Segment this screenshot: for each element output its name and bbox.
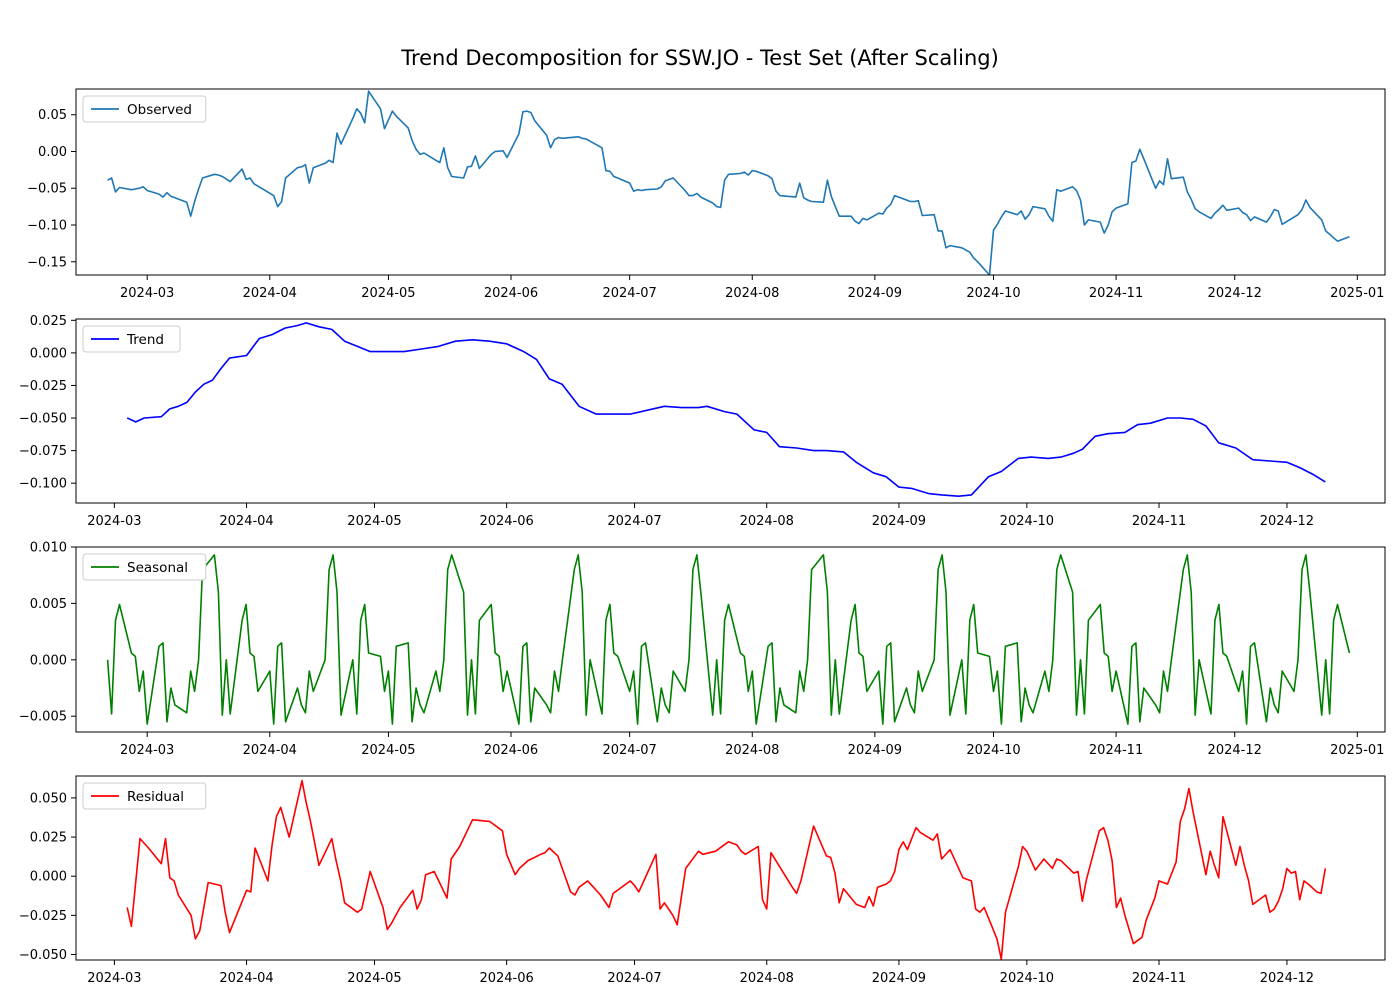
trend-x-tick-label: 2024-03 — [87, 514, 141, 529]
residual-x-tick-label: 2024-12 — [1260, 971, 1314, 986]
residual-y-tick-label: −0.025 — [19, 909, 67, 924]
trend-x-tick-label: 2024-09 — [872, 514, 926, 529]
seasonal-x-tick-label: 2024-08 — [725, 743, 779, 758]
observed-y-tick-label: 0.00 — [38, 145, 67, 160]
observed-y-tick-label: −0.05 — [27, 182, 67, 197]
observed-x-tick-label: 2024-10 — [966, 286, 1020, 301]
residual-x-tick-label: 2024-06 — [479, 971, 533, 986]
seasonal-series-line — [106, 554, 1351, 725]
observed-y-tick-label: −0.15 — [27, 255, 67, 270]
figure-title: Trend Decomposition for SSW.JO - Test Se… — [400, 46, 999, 70]
trend-y-tick-label: 0.000 — [30, 346, 67, 361]
residual-y-tick-label: 0.025 — [30, 831, 67, 846]
residual-legend-box — [82, 782, 207, 810]
trend-y-tick-label: −0.075 — [19, 444, 67, 459]
trend-x-tick-label: 2024-05 — [347, 514, 401, 529]
observed-y-tick-label: −0.10 — [27, 219, 67, 234]
seasonal-y-tick-label: 0.010 — [30, 541, 67, 556]
residual-x-tick-label: 2024-10 — [1000, 971, 1054, 986]
seasonal-x-tick-label: 2024-06 — [484, 743, 538, 758]
trend-legend-box — [82, 325, 181, 353]
observed-x-tick-label: 2024-12 — [1208, 286, 1262, 301]
trend-series-line — [126, 322, 1326, 497]
residual-series-line — [126, 779, 1327, 960]
seasonal-panel: 0.010 0.005 0.000 −0.005 2024-03 2024-04 2024-… — [19, 541, 1386, 758]
observed-legend-box — [82, 95, 207, 123]
seasonal-x-tick-label: 2024-11 — [1089, 743, 1143, 758]
observed-x-tick-label: 2024-06 — [484, 286, 538, 301]
residual-x-tick-label: 2024-09 — [872, 971, 926, 986]
observed-x-tick-label: 2024-04 — [243, 286, 297, 301]
trend-x-tick-label: 2024-12 — [1260, 514, 1314, 529]
observed-x-tick-label: 2024-07 — [602, 286, 656, 301]
residual-x-tick-label: 2024-07 — [607, 971, 661, 986]
residual-x-tick-label: 2024-03 — [87, 971, 141, 986]
observed-series-line — [107, 90, 1350, 275]
observed-x-tick-label: 2025-01 — [1330, 286, 1384, 301]
trend-x-tick-label: 2024-06 — [479, 514, 533, 529]
observed-panel: 0.05 0.00 −0.05 −0.10 −0.15 2024-03 2024-04 202… — [27, 88, 1386, 301]
seasonal-x-tick-label: 2024-10 — [966, 743, 1020, 758]
trend-x-tick-label: 2024-04 — [219, 514, 273, 529]
seasonal-x-tick-label: 2025-01 — [1330, 743, 1384, 758]
seasonal-x-tick-label: 2024-03 — [120, 743, 174, 758]
trend-panel: 0.025 0.000 −0.025 −0.050 −0.075 −0.100 2024-0… — [19, 314, 1386, 529]
residual-y-tick-label: −0.050 — [19, 948, 67, 963]
seasonal-x-tick-label: 2024-07 — [602, 743, 656, 758]
seasonal-legend-label: Seasonal — [127, 560, 188, 576]
trend-legend-label: Trend — [126, 332, 164, 348]
trend-x-tick-label: 2024-10 — [1000, 514, 1054, 529]
seasonal-y-tick-label: 0.005 — [30, 597, 67, 612]
residual-y-tick-label: 0.050 — [30, 791, 67, 806]
residual-axes-frame — [75, 775, 1386, 961]
seasonal-y-tick-label: −0.005 — [19, 710, 67, 725]
trend-legend: Trend — [82, 325, 181, 353]
observed-x-tick-label: 2024-08 — [725, 286, 779, 301]
observed-legend-label: Observed — [127, 102, 192, 118]
seasonal-x-tick-label: 2024-04 — [243, 743, 297, 758]
residual-legend: Residual — [82, 782, 207, 810]
observed-x-tick-label: 2024-09 — [848, 286, 902, 301]
trend-y-tick-label: −0.025 — [19, 379, 67, 394]
seasonal-y-tick-label: 0.000 — [30, 653, 67, 668]
residual-y-tick-label: 0.000 — [30, 870, 67, 885]
trend-y-tick-label: 0.025 — [30, 314, 67, 329]
residual-x-tick-label: 2024-11 — [1132, 971, 1186, 986]
observed-axes-frame — [75, 88, 1386, 276]
observed-x-tick-label: 2024-11 — [1089, 286, 1143, 301]
trend-x-tick-label: 2024-08 — [740, 514, 794, 529]
trend-x-tick-label: 2024-11 — [1132, 514, 1186, 529]
observed-x-tick-label: 2024-03 — [120, 286, 174, 301]
residual-x-tick-label: 2024-05 — [347, 971, 401, 986]
trend-x-tick-label: 2024-07 — [607, 514, 661, 529]
seasonal-x-tick-label: 2024-05 — [361, 743, 415, 758]
residual-panel: 0.050 0.025 0.000 −0.025 −0.050 2024-03 2024-0… — [19, 775, 1386, 986]
seasonal-legend-box — [82, 553, 207, 581]
seasonal-x-tick-label: 2024-12 — [1208, 743, 1262, 758]
residual-legend-label: Residual — [127, 789, 184, 805]
observed-legend: Observed — [82, 95, 207, 123]
observed-x-tick-label: 2024-05 — [361, 286, 415, 301]
seasonal-legend: Seasonal — [82, 553, 207, 581]
residual-x-tick-label: 2024-08 — [740, 971, 794, 986]
trend-y-tick-label: −0.100 — [19, 477, 67, 492]
observed-y-tick-label: 0.05 — [38, 108, 67, 123]
residual-x-tick-label: 2024-04 — [219, 971, 273, 986]
seasonal-axes-frame — [75, 546, 1386, 733]
trend-y-tick-label: −0.050 — [19, 412, 67, 427]
trend-axes-frame — [75, 318, 1386, 504]
seasonal-x-tick-label: 2024-09 — [848, 743, 902, 758]
